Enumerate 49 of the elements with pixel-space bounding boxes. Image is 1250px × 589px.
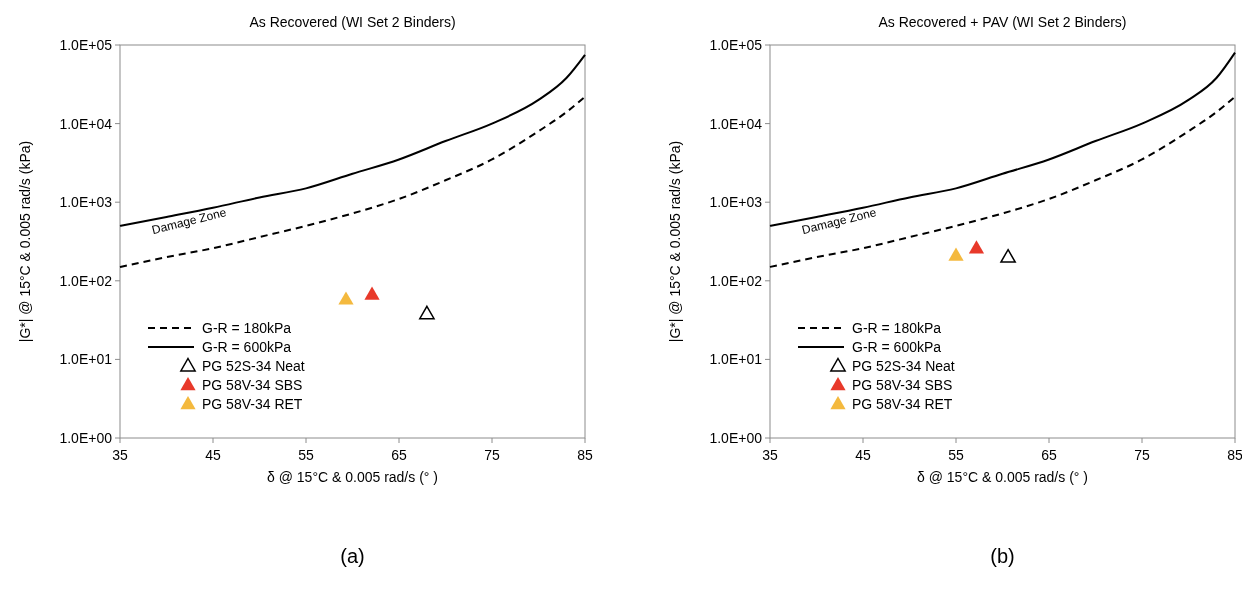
x-tick-label: 65 [1041,447,1057,463]
legend-label: G-R = 600kPa [852,338,942,355]
x-axis-title: δ @ 15°C & 0.005 rad/s (° ) [917,469,1088,485]
point [338,291,354,305]
legend-label: G-R = 180kPa [202,319,292,336]
point [364,286,380,300]
chart-title: As Recovered + PAV (WI Set 2 Binders) [878,14,1127,30]
legend-label: G-R = 600kPa [202,338,292,355]
legend-label: PG 52S-34 Neat [852,357,955,374]
x-tick-label: 45 [855,447,871,463]
text: (b) [990,545,1015,567]
x-tick-label: 55 [948,447,964,463]
chart-title: As Recovered (WI Set 2 Binders) [249,14,456,30]
y-tick-label: 1.0E+03 [709,194,763,211]
x-tick-label: 75 [484,447,500,463]
y-tick-label: 1.0E+00 [59,429,113,446]
point [419,305,435,320]
y-axis-title: |G*| @ 15°C & 0.005 rad/s (kPa) [667,140,683,343]
y-tick-label: 1.0E+04 [709,115,763,132]
y-tick-label: 1.0E+03 [59,194,113,211]
x-axis-title: δ @ 15°C & 0.005 rad/s (° ) [267,469,438,485]
y-tick-label: 1.0E+02 [709,272,763,289]
text: (a) [340,545,365,567]
x-tick-label: 85 [577,447,593,463]
legend-label: G-R = 180kPa [852,319,942,336]
y-tick-label: 1.0E+02 [59,272,113,289]
y-tick-label: 1.0E+04 [59,115,113,132]
y-axis-title: |G*| @ 15°C & 0.005 rad/s (kPa) [17,140,33,343]
legend-label: PG 58V-34 SBS [202,376,303,393]
y-tick-label: 1.0E+00 [709,429,763,446]
y-tick-label: 1.0E+05 [59,36,113,53]
legend-label: PG 52S-34 Neat [202,357,305,374]
y-tick-label: 1.0E+01 [709,351,763,368]
line-series [769,95,1236,268]
legend-label: PG 58V-34 RET [852,395,953,412]
legend-label: PG 58V-34 SBS [852,376,953,393]
x-tick-label: 35 [762,447,778,463]
x-tick-label: 75 [1134,447,1150,463]
x-tick-label: 65 [391,447,407,463]
x-tick-label: 55 [298,447,314,463]
legend-label: PG 58V-34 RET [202,395,303,412]
annotation: Damage Zone [800,205,878,238]
y-tick-label: 1.0E+01 [59,351,113,368]
x-tick-label: 85 [1227,447,1243,463]
y-tick-label: 1.0E+05 [709,36,763,53]
x-tick-label: 45 [205,447,221,463]
x-tick-label: 35 [112,447,128,463]
annotation: Damage Zone [150,205,228,238]
line-series [119,95,586,268]
